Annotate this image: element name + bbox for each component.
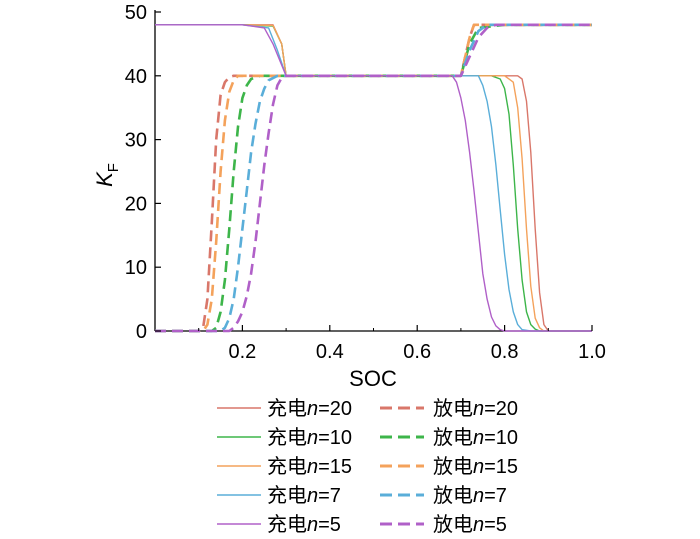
legend-label-10: 放电n=5 [433, 513, 507, 536]
y-tick-label: 20 [125, 193, 147, 215]
legend-label-var: n [307, 427, 318, 449]
y-tick-label: 40 [125, 66, 147, 88]
legend-label-var: n [473, 427, 484, 449]
legend-label-2: 放电n=20 [433, 397, 518, 420]
x-tick-label: 1.0 [578, 341, 606, 363]
series-line-3 [155, 24, 592, 332]
legend-label-suffix: =5 [318, 514, 341, 536]
legend-label-prefix: 放电 [433, 455, 473, 478]
series-layer [155, 23, 592, 333]
legend-label-suffix: =7 [484, 485, 507, 507]
legend-label-prefix: 放电 [433, 426, 473, 449]
series-line-2 [155, 23, 592, 333]
legend-label-var: n [307, 398, 318, 420]
x-tick-label: 0.4 [316, 341, 344, 363]
legend-label-var: n [473, 485, 484, 507]
series-line-6 [155, 23, 592, 333]
x-tick-label: 0.2 [228, 341, 256, 363]
legend-label-prefix: 充电 [267, 397, 307, 420]
legend-label-prefix: 充电 [267, 426, 307, 449]
legend-label-9: 充电n=5 [267, 513, 341, 536]
y-tick-label: 10 [125, 257, 147, 279]
legend-label-3: 充电n=10 [267, 426, 352, 449]
legend-label-4: 放电n=10 [433, 426, 518, 449]
legend-label-suffix: =20 [484, 398, 518, 420]
legend-label-1: 充电n=20 [267, 397, 352, 420]
legend-label-var: n [473, 398, 484, 420]
y-tick-label: 30 [125, 130, 147, 152]
series-line-9 [155, 24, 592, 332]
legend-label-suffix: =20 [318, 398, 352, 420]
legend-label-8: 放电n=7 [433, 484, 507, 507]
legend-label-var: n [307, 456, 318, 478]
series-line-10 [155, 23, 592, 333]
legend-label-var: n [473, 514, 484, 536]
legend-label-var: n [307, 485, 318, 507]
series-line-8 [155, 23, 592, 333]
legend-label-5: 充电n=15 [267, 455, 352, 478]
legend-label-suffix: =7 [318, 485, 341, 507]
x-tick-label: 0.6 [403, 341, 431, 363]
legend-label-6: 放电n=15 [433, 455, 518, 478]
series-line-7 [155, 24, 592, 332]
tick-layer: 0.2 0.4 0.6 0.8 1.0 0 10 20 30 40 50 [125, 2, 606, 363]
legend-label-prefix: 充电 [267, 455, 307, 478]
series-line-1 [155, 24, 592, 332]
legend-label-suffix: =5 [484, 514, 507, 536]
legend-label-var: n [307, 514, 318, 536]
y-axis-title-main: K [92, 171, 117, 187]
legend-label-prefix: 放电 [433, 513, 473, 536]
legend-label-suffix: =10 [484, 427, 518, 449]
legend-label-7: 充电n=7 [267, 484, 341, 507]
legend-label-suffix: =15 [318, 456, 352, 478]
y-axis-title: KF [92, 163, 122, 187]
series-line-5 [155, 24, 592, 332]
x-tick-label: 0.8 [491, 341, 519, 363]
y-tick-label: 0 [136, 321, 147, 343]
legend-label-prefix: 放电 [433, 484, 473, 507]
legend-label-prefix: 放电 [433, 397, 473, 420]
legend-label-suffix: =15 [484, 456, 518, 478]
x-axis-title: SOC [349, 366, 397, 391]
legend-label-var: n [473, 456, 484, 478]
y-axis-title-sub: F [105, 163, 122, 172]
svg-text:KF: KF [92, 163, 122, 187]
y-tick-label: 50 [125, 2, 147, 24]
legend-label-prefix: 充电 [267, 484, 307, 507]
legend-label-prefix: 充电 [267, 513, 307, 536]
series-line-4 [155, 23, 592, 333]
legend-label-suffix: =10 [318, 427, 352, 449]
